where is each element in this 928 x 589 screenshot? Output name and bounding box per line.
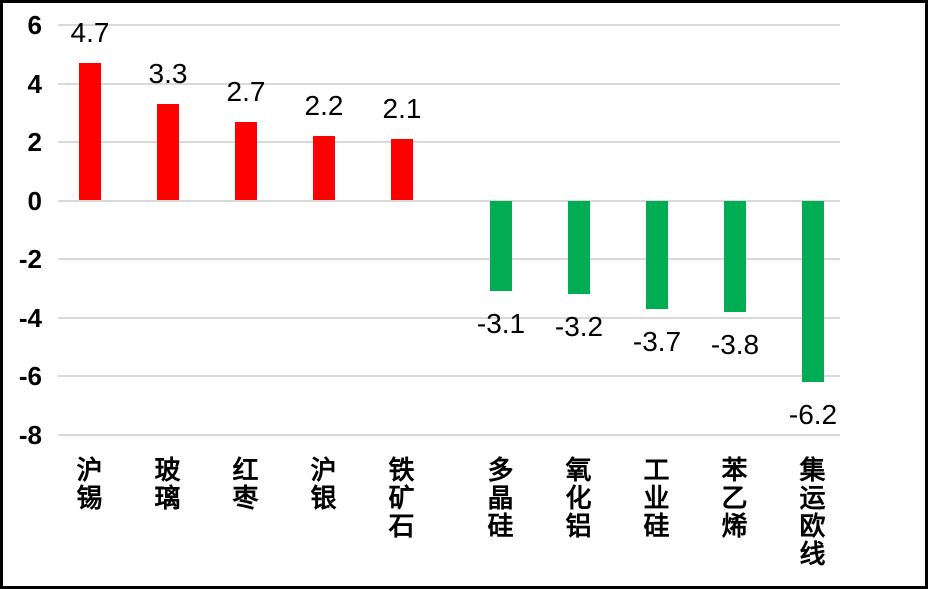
y-axis-tick-label: 6 (27, 10, 42, 40)
data-label: 4.7 (70, 17, 110, 49)
gridline (58, 433, 840, 436)
bar-沪银 (313, 136, 335, 201)
data-label: -3.7 (632, 325, 682, 357)
data-label: -3.2 (554, 311, 604, 343)
category-label-多晶硅: 多晶硅 (484, 456, 514, 540)
data-label: 2.7 (226, 75, 266, 107)
data-label: -3.8 (710, 328, 760, 360)
gridline (58, 375, 840, 377)
data-label: 2.1 (382, 93, 422, 125)
bar-沪锡 (79, 63, 101, 201)
category-label-工业硅: 工业硅 (640, 456, 670, 540)
category-label-苯乙烯: 苯乙烯 (718, 456, 748, 540)
gridline (58, 199, 840, 202)
gridline (58, 82, 840, 85)
bar-工业硅 (646, 200, 668, 309)
bar-氧化铝 (568, 200, 590, 295)
y-axis-tick-label: -4 (18, 302, 42, 333)
y-axis-tick-label: -8 (18, 419, 42, 450)
gridline (58, 24, 840, 26)
gridline (58, 316, 840, 319)
category-label-集运欧线: 集运欧线 (796, 456, 826, 568)
gridline (58, 141, 840, 143)
category-label-铁矿石: 铁矿石 (385, 456, 415, 540)
category-label-沪锡: 沪锡 (73, 456, 103, 512)
data-label: 3.3 (148, 57, 188, 89)
bar-铁矿石 (391, 139, 413, 201)
y-axis-tick-label: 4 (27, 68, 42, 99)
bar-苯乙烯 (724, 200, 746, 312)
data-label: -3.1 (476, 308, 526, 340)
y-axis-tick-label: 0 (27, 185, 42, 216)
bar-玻璃 (157, 103, 179, 201)
bar-红枣 (235, 121, 257, 201)
y-axis-tick-label: 2 (27, 127, 42, 157)
data-label: 2.2 (304, 90, 344, 122)
bar-集运欧线 (802, 200, 824, 382)
y-axis-tick-label: -6 (18, 361, 42, 391)
bar-多晶硅 (490, 200, 512, 292)
category-label-氧化铝: 氧化铝 (562, 456, 592, 540)
data-label: -6.2 (788, 398, 838, 430)
y-axis-tick-label: -2 (18, 244, 42, 274)
gridline (58, 258, 840, 260)
category-label-玻璃: 玻璃 (151, 456, 181, 512)
category-label-沪银: 沪银 (307, 456, 337, 512)
category-label-红枣: 红枣 (229, 456, 259, 512)
